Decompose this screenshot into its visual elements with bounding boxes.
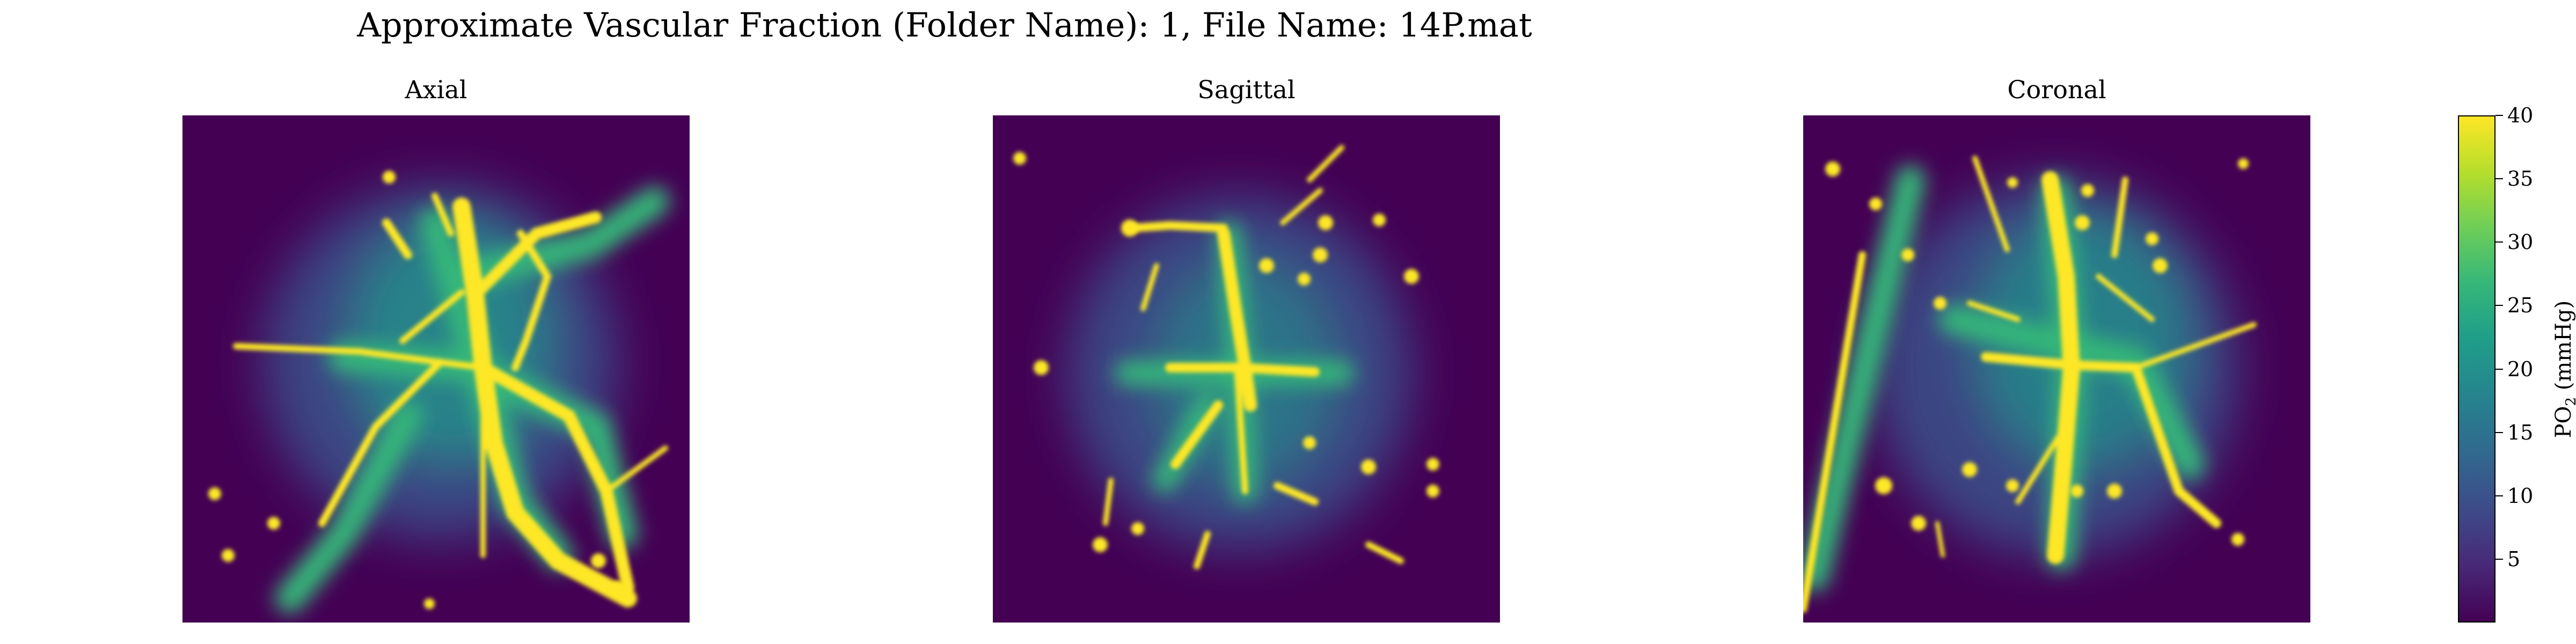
figure-title: Approximate Vascular Fraction (Folder Na… (357, 5, 1532, 45)
colorbar-tick-label: 35 (2507, 167, 2534, 191)
colorbar-tick (2496, 495, 2503, 496)
axial-heatmap (182, 115, 690, 623)
axial-panel-title: Axial (405, 75, 467, 104)
sagittal-panel-title: Sagittal (1197, 75, 1296, 104)
colorbar-tick-label: 30 (2507, 230, 2534, 254)
colorbar-tick (2496, 368, 2503, 370)
sagittal-heatmap (993, 115, 1500, 623)
colorbar-tick-label: 20 (2507, 357, 2534, 381)
colorbar (2458, 115, 2496, 623)
coronal-heatmap (1803, 115, 2310, 623)
coronal-panel-title: Coronal (2007, 75, 2106, 104)
colorbar-tick (2496, 305, 2503, 306)
colorbar-tick-label: 15 (2507, 420, 2534, 444)
colorbar-tick (2496, 241, 2503, 243)
colorbar-tick-label: 40 (2507, 104, 2534, 127)
colorbar-tick (2496, 115, 2503, 116)
colorbar-tick (2496, 431, 2503, 433)
colorbar-tick (2496, 178, 2503, 180)
colorbar-tick-label: 25 (2507, 294, 2534, 318)
colorbar-tick-label: 10 (2507, 484, 2534, 508)
colorbar-label: PO2 (mmHg) (2551, 300, 2576, 438)
colorbar-tick-label: 5 (2507, 547, 2521, 571)
colorbar-tick (2496, 558, 2503, 560)
